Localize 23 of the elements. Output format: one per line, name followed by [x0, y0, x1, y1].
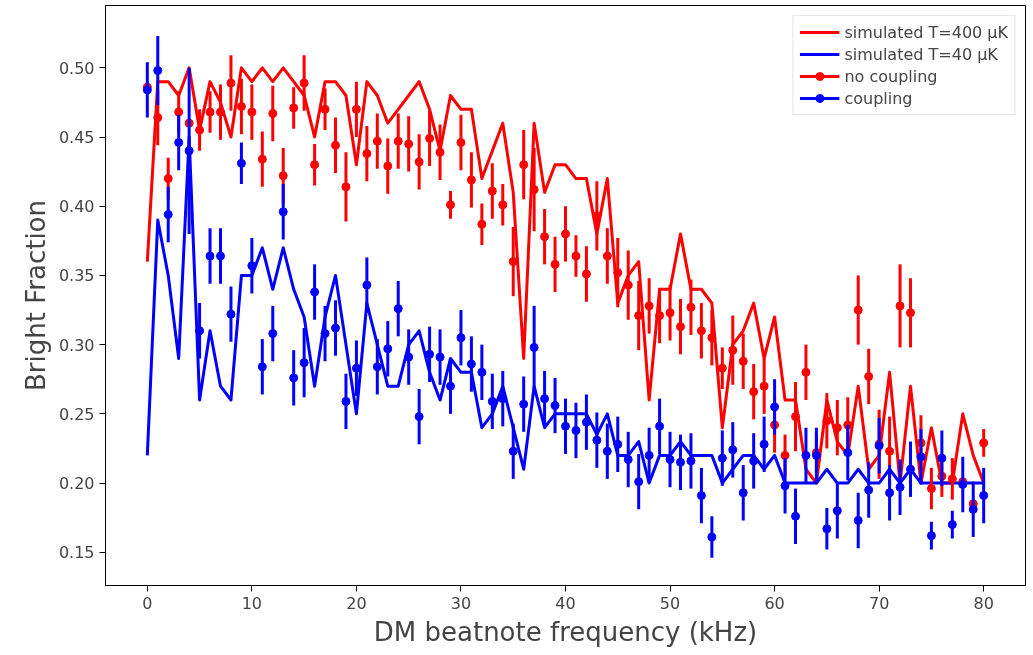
y-tick-label: 0.30: [58, 335, 95, 355]
x-tick-label: 0: [142, 593, 153, 613]
x-tick-label: 20: [346, 593, 367, 613]
x-tick-label: 40: [555, 593, 576, 613]
y-tick-label: 0.15: [58, 543, 95, 563]
x-tick-label: 50: [659, 593, 681, 613]
y-tick-label: 0.35: [58, 266, 95, 286]
x-tick-label: 80: [973, 593, 994, 613]
x-tick-label: 60: [764, 593, 785, 613]
x-axis-title: DM beatnote frequency (kHz): [373, 616, 758, 647]
legend-label: coupling: [844, 88, 913, 108]
y-tick-label: 0.45: [58, 128, 95, 147]
y-tick-label: 0.25: [58, 404, 95, 424]
y-tick-label: 0.40: [58, 197, 95, 217]
x-tick-label: 10: [241, 593, 263, 613]
y-tick-label: 0.20: [58, 474, 95, 494]
x-tick-label: 30: [450, 593, 472, 613]
legend-label: simulated T=40 μK: [844, 44, 998, 64]
x-tick-label: 70: [868, 593, 890, 613]
y-tick-label: 0.50: [58, 58, 95, 78]
y-axis-title: Bright Fraction: [20, 200, 51, 391]
legend-label: no coupling: [844, 66, 938, 86]
legend-label: simulated T=400 μK: [844, 22, 1008, 42]
